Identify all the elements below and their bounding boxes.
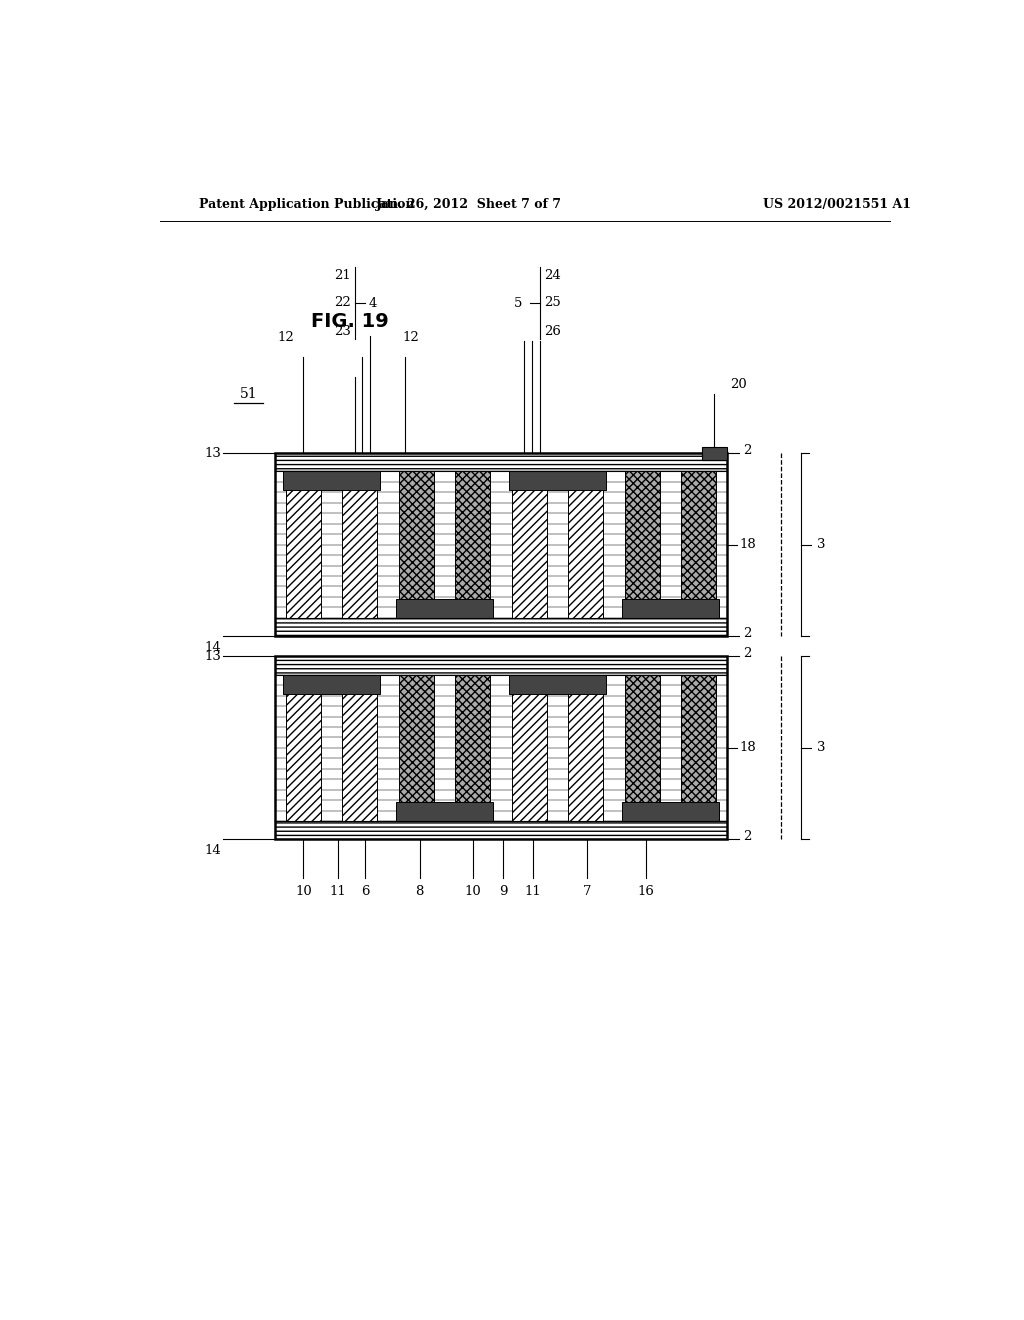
- Text: 14: 14: [204, 640, 221, 653]
- Bar: [623, 803, 719, 821]
- Text: 16: 16: [637, 886, 654, 898]
- Text: 2: 2: [743, 830, 752, 843]
- Text: 51: 51: [240, 387, 257, 401]
- Bar: [274, 656, 727, 840]
- Bar: [623, 599, 719, 618]
- Bar: [681, 675, 717, 821]
- Text: 3: 3: [817, 539, 825, 552]
- Text: 6: 6: [361, 886, 370, 898]
- Text: 7: 7: [583, 886, 591, 898]
- Bar: [509, 675, 606, 694]
- Text: Jan. 26, 2012  Sheet 7 of 7: Jan. 26, 2012 Sheet 7 of 7: [376, 198, 562, 211]
- Bar: [625, 471, 659, 618]
- Text: US 2012/0021551 A1: US 2012/0021551 A1: [763, 198, 911, 211]
- Text: 5: 5: [514, 297, 522, 310]
- Text: 4: 4: [369, 297, 377, 310]
- Bar: [274, 618, 727, 636]
- Text: Patent Application Publication: Patent Application Publication: [200, 198, 415, 211]
- Text: 20: 20: [730, 378, 748, 391]
- Text: 26: 26: [544, 325, 561, 338]
- Text: 2: 2: [743, 444, 752, 457]
- Text: 13: 13: [204, 446, 221, 459]
- Text: 23: 23: [334, 325, 350, 338]
- Bar: [274, 656, 727, 840]
- Text: 14: 14: [204, 843, 221, 857]
- Bar: [512, 471, 547, 618]
- Bar: [396, 599, 493, 618]
- Text: 10: 10: [465, 886, 481, 898]
- Bar: [284, 675, 380, 694]
- Bar: [396, 803, 493, 821]
- Text: 10: 10: [295, 886, 311, 898]
- Bar: [681, 471, 717, 618]
- Bar: [274, 453, 727, 471]
- Bar: [456, 675, 490, 821]
- Text: 12: 12: [402, 331, 420, 345]
- Bar: [701, 446, 727, 459]
- Text: 25: 25: [544, 296, 561, 309]
- Bar: [509, 471, 606, 491]
- Bar: [274, 821, 727, 840]
- Text: 13: 13: [204, 649, 221, 663]
- Bar: [286, 471, 321, 618]
- Bar: [286, 675, 321, 821]
- Bar: [398, 675, 434, 821]
- Text: 18: 18: [739, 539, 756, 552]
- Text: 9: 9: [499, 886, 508, 898]
- Bar: [274, 453, 727, 636]
- Text: 12: 12: [278, 331, 294, 345]
- Text: 2: 2: [743, 647, 752, 660]
- Bar: [568, 471, 603, 618]
- Bar: [342, 471, 377, 618]
- Text: FIG. 19: FIG. 19: [310, 312, 388, 330]
- Bar: [512, 675, 547, 821]
- Bar: [274, 453, 727, 636]
- Text: 2: 2: [743, 627, 752, 640]
- Bar: [342, 675, 377, 821]
- Text: 3: 3: [817, 742, 825, 755]
- Bar: [456, 471, 490, 618]
- Text: 11: 11: [330, 886, 346, 898]
- Text: 22: 22: [334, 296, 350, 309]
- Text: 8: 8: [416, 886, 424, 898]
- Text: 24: 24: [544, 269, 561, 281]
- Bar: [398, 471, 434, 618]
- Bar: [625, 675, 659, 821]
- Text: 21: 21: [334, 269, 350, 281]
- Text: 11: 11: [524, 886, 541, 898]
- Bar: [284, 471, 380, 491]
- Text: 18: 18: [739, 742, 756, 755]
- Bar: [568, 675, 603, 821]
- Bar: [274, 656, 727, 675]
